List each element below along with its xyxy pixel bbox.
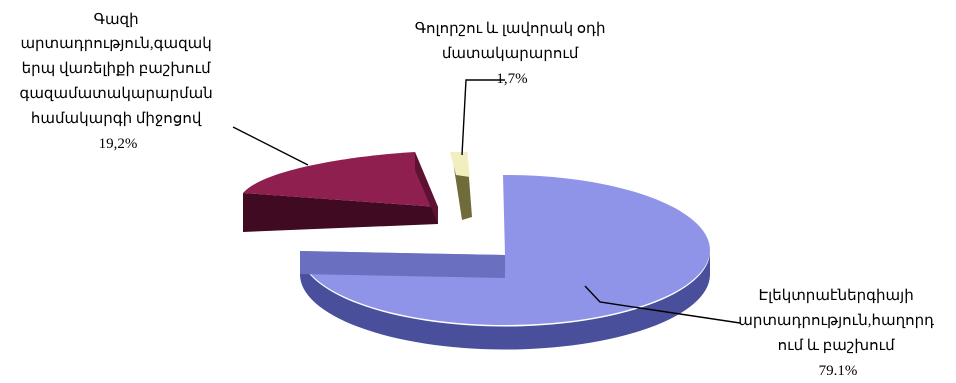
slice-label-steam: Գոլորշու և լավորակ օդի մատակարարում 1,7% — [415, 21, 610, 87]
slice-gas — [243, 152, 438, 232]
slice-label-gas: Գազի արտադրություն,գազակ երպ վառելիքի բա… — [19, 12, 216, 152]
slice-steam-top — [450, 152, 470, 177]
leader-line-steam — [462, 80, 505, 155]
slice-electricity-cut — [300, 251, 505, 278]
slice-label-electricity: Էլեկտրաէներգիայի արտադրություն,հաղորդ ու… — [738, 288, 938, 379]
leader-line-gas — [233, 127, 308, 165]
slice-steam — [450, 152, 472, 220]
